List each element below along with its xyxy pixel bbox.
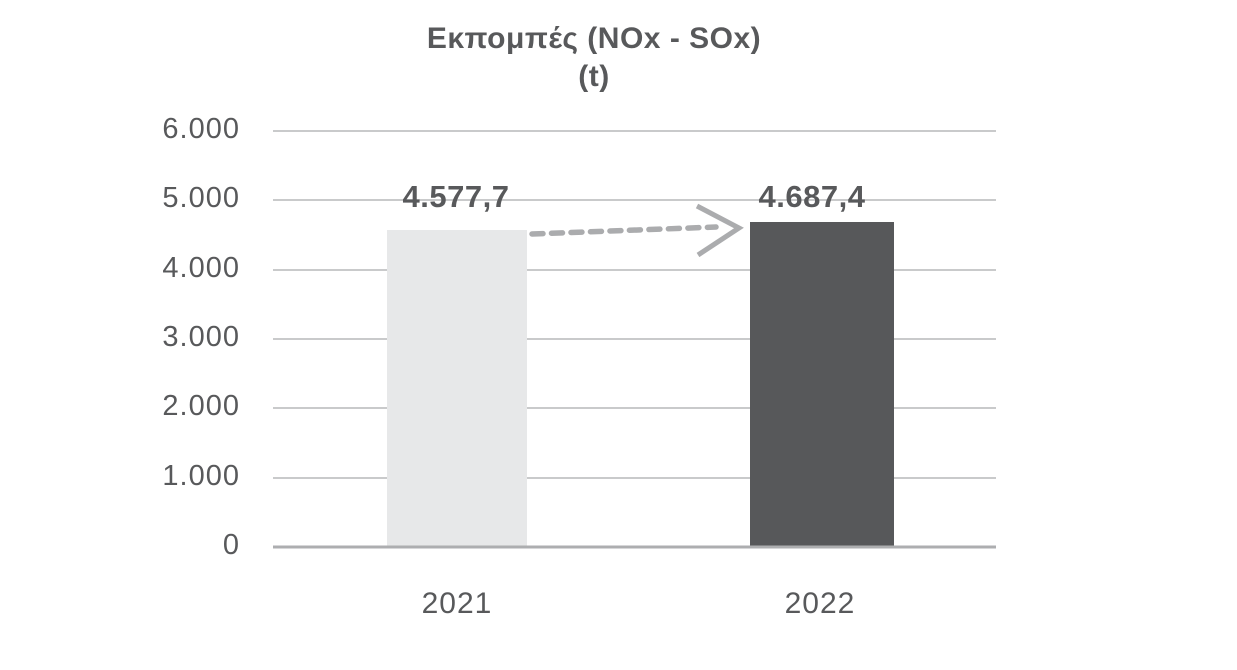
y-axis-tick-label: 2.000 bbox=[162, 390, 240, 423]
y-axis-tick-label: 3.000 bbox=[162, 321, 240, 354]
y-axis-tick-label: 5.000 bbox=[162, 182, 240, 215]
increase-arrow-icon bbox=[529, 203, 744, 258]
gridline bbox=[273, 338, 996, 340]
gridline bbox=[273, 268, 996, 271]
gridline bbox=[273, 130, 996, 132]
y-axis-tick-label: 0 bbox=[222, 529, 240, 562]
gridline bbox=[273, 407, 996, 410]
y-axis-tick-label: 1.000 bbox=[162, 459, 240, 492]
x-axis-category-label: 2021 bbox=[421, 587, 493, 620]
bar-value-label: 4.687,4 bbox=[758, 179, 866, 214]
bar-2022 bbox=[750, 222, 894, 547]
chart-title-unit: (t) bbox=[578, 60, 610, 93]
chart-title-text: Εκπομπές (NOx - SOx) bbox=[426, 22, 762, 55]
y-axis-tick-label: 6.000 bbox=[162, 113, 240, 146]
gridline bbox=[273, 476, 996, 479]
x-axis-line bbox=[273, 545, 996, 549]
chart-title: Εκπομπές (NOx - SOx) (t) bbox=[194, 20, 994, 96]
bar-2021 bbox=[387, 229, 527, 547]
x-axis-category-label: 2022 bbox=[784, 587, 856, 620]
y-axis-tick-label: 4.000 bbox=[162, 251, 240, 284]
bar-value-label: 4.577,7 bbox=[402, 179, 510, 214]
gridline bbox=[273, 199, 996, 202]
